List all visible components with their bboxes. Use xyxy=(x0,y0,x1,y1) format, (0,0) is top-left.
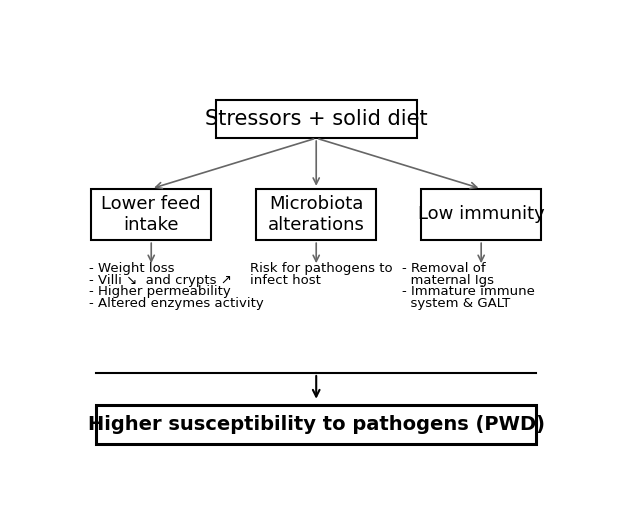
Text: maternal Igs: maternal Igs xyxy=(402,274,494,287)
Text: - Higher permeability: - Higher permeability xyxy=(89,285,231,299)
FancyBboxPatch shape xyxy=(257,188,376,240)
Text: Stressors + solid diet: Stressors + solid diet xyxy=(205,109,428,129)
FancyBboxPatch shape xyxy=(421,188,541,240)
Text: - Villi ↘  and crypts ↗: - Villi ↘ and crypts ↗ xyxy=(89,274,232,287)
Text: Microbiota
alterations: Microbiota alterations xyxy=(268,195,365,234)
Text: Low immunity: Low immunity xyxy=(418,205,545,224)
Text: - Weight loss: - Weight loss xyxy=(89,262,175,275)
Text: - Removal of: - Removal of xyxy=(402,262,486,275)
Text: Lower feed
intake: Lower feed intake xyxy=(101,195,201,234)
Text: - Altered enzymes activity: - Altered enzymes activity xyxy=(89,297,264,310)
Text: Risk for pathogens to: Risk for pathogens to xyxy=(251,262,393,275)
FancyBboxPatch shape xyxy=(96,405,536,444)
Text: Higher susceptibility to pathogens (PWD): Higher susceptibility to pathogens (PWD) xyxy=(88,415,545,434)
Text: infect host: infect host xyxy=(251,274,321,287)
Text: system & GALT: system & GALT xyxy=(402,297,510,310)
FancyBboxPatch shape xyxy=(91,188,211,240)
Text: - Immature immune: - Immature immune xyxy=(402,285,535,299)
FancyBboxPatch shape xyxy=(216,100,416,138)
